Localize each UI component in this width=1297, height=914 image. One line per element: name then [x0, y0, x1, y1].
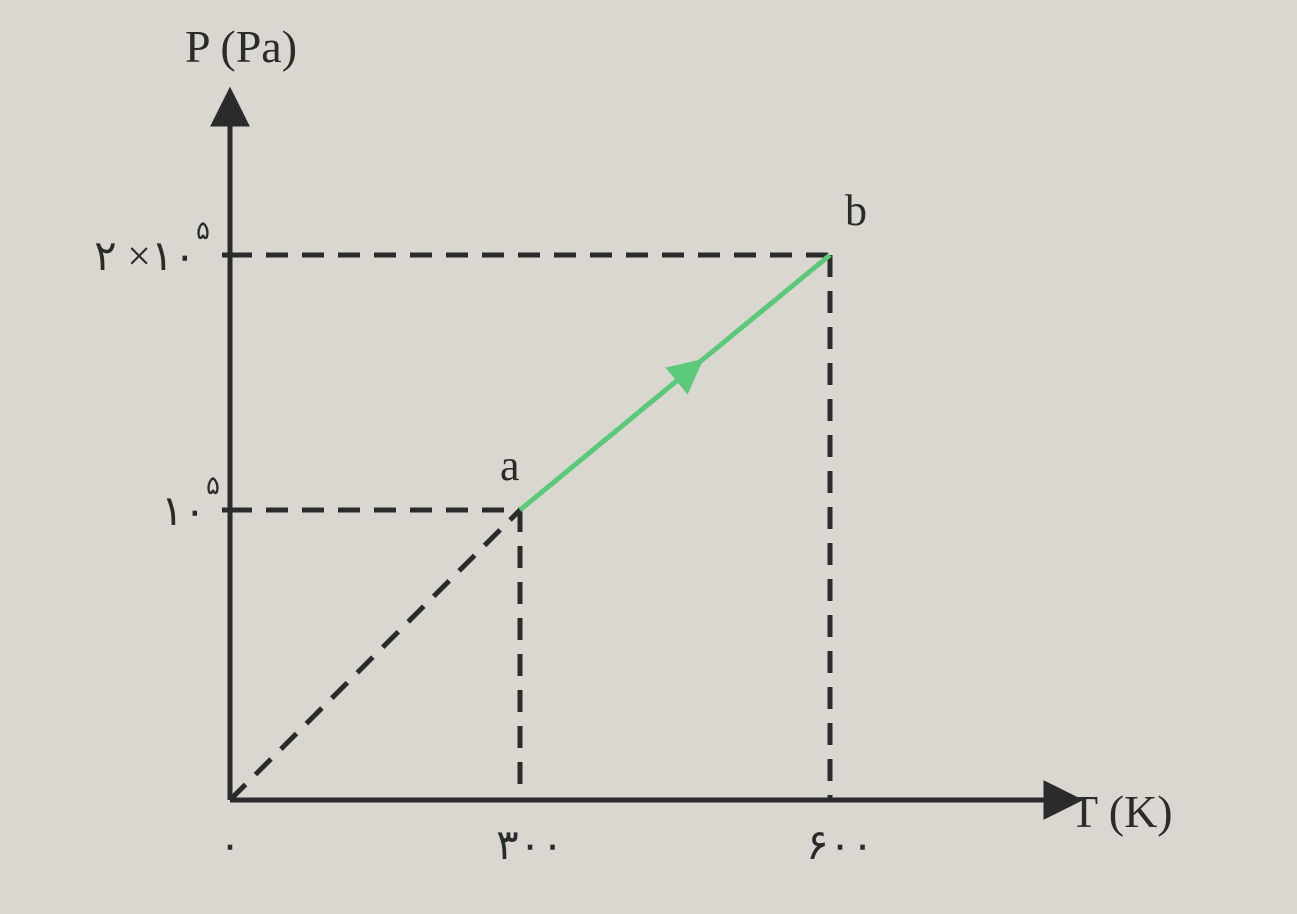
x-tick-600: ۶۰۰ [780, 820, 900, 870]
y-tick-1e5: ۱۰۵ [110, 486, 220, 536]
point-b-label: b [845, 185, 867, 236]
x-axis-title: T (K) [1070, 785, 1173, 838]
process-line-ab-part2 [690, 255, 830, 370]
y-axis-title-text: P (Pa) [185, 21, 297, 72]
x-tick-0: ۰ [205, 820, 255, 870]
y-axis-title: P (Pa) [185, 20, 297, 73]
y-tick-2e5-base: ۲ ×۱۰ [94, 234, 196, 280]
guide-origin-to-a [230, 510, 520, 800]
pt-diagram [0, 0, 1297, 914]
x-axis-title-text: T (K) [1070, 786, 1173, 837]
x-tick-300: ۳۰۰ [470, 820, 590, 870]
y-tick-1e5-exp: ۵ [206, 471, 220, 500]
chart-container: P (Pa) T (K) ۰ ۳۰۰ ۶۰۰ ۱۰۵ ۲ ×۱۰۵ a b [0, 0, 1297, 914]
process-line-ab-part1 [520, 370, 690, 510]
y-tick-2e5-exp: ۵ [196, 216, 210, 245]
y-tick-1e5-base: ۱۰ [161, 489, 206, 535]
point-a-label: a [500, 440, 520, 491]
y-tick-2e5: ۲ ×۱۰۵ [30, 231, 210, 281]
